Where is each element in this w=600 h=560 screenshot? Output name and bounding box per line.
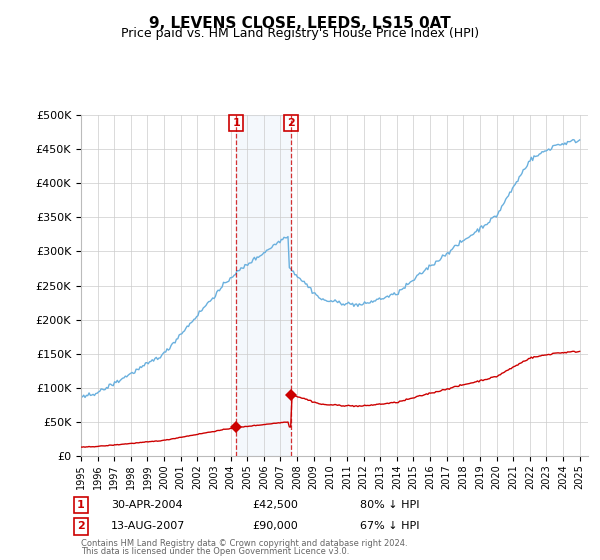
Text: £90,000: £90,000 [252,521,298,531]
Text: 13-AUG-2007: 13-AUG-2007 [111,521,185,531]
Text: Contains HM Land Registry data © Crown copyright and database right 2024.: Contains HM Land Registry data © Crown c… [81,539,407,548]
Text: 1: 1 [77,500,85,510]
Text: 9, LEVENS CLOSE, LEEDS, LS15 0AT: 9, LEVENS CLOSE, LEEDS, LS15 0AT [149,16,451,31]
Bar [236,115,291,456]
Text: 80% ↓ HPI: 80% ↓ HPI [360,500,419,510]
Text: 2: 2 [287,118,295,128]
Text: 67% ↓ HPI: 67% ↓ HPI [360,521,419,531]
Text: 30-APR-2004: 30-APR-2004 [111,500,182,510]
Text: £42,500: £42,500 [252,500,298,510]
Text: 1: 1 [232,118,240,128]
Text: 2: 2 [77,521,85,531]
Text: Price paid vs. HM Land Registry's House Price Index (HPI): Price paid vs. HM Land Registry's House … [121,27,479,40]
Text: This data is licensed under the Open Government Licence v3.0.: This data is licensed under the Open Gov… [81,547,349,556]
